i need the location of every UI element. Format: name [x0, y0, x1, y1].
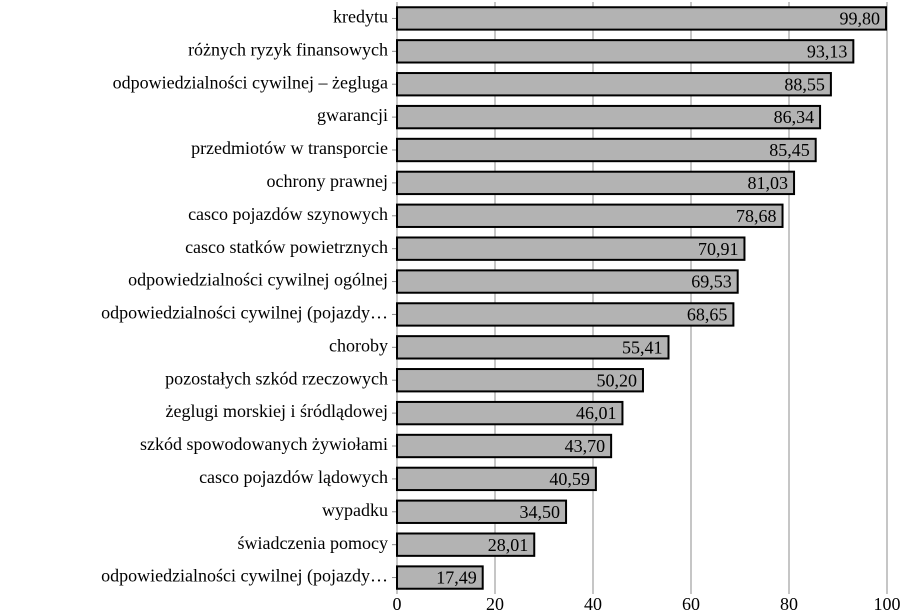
value-label: 93,13	[807, 41, 848, 61]
y-tick-label: różnych ryzyk finansowych	[188, 39, 388, 59]
value-label: 40,59	[549, 469, 590, 489]
value-label: 85,45	[769, 140, 810, 160]
value-label: 88,55	[784, 74, 825, 94]
value-label: 81,03	[748, 173, 789, 193]
y-tick-label: casco statków powietrznych	[185, 237, 388, 257]
bar	[396, 565, 484, 590]
y-tick-label: ochrony prawnej	[267, 171, 388, 191]
bar	[396, 532, 536, 557]
y-tick-label: szkód spowodowanych żywiołami	[140, 434, 388, 454]
x-tick-label: 60	[682, 594, 700, 614]
x-tick-label: 80	[780, 594, 798, 614]
bar	[396, 368, 644, 393]
bar	[396, 466, 597, 492]
x-tick-label: 20	[486, 594, 504, 614]
value-label: 70,91	[698, 239, 739, 259]
y-tick-label: kredytu	[333, 7, 388, 27]
y-tick-label: przedmiotów w transporcie	[191, 138, 388, 158]
bar	[396, 433, 613, 459]
y-tick-label: świadczenia pomocy	[238, 533, 388, 553]
value-label: 43,70	[565, 436, 606, 456]
bar	[396, 104, 822, 130]
y-tick-label: odpowiedzialności cywilnej (pojazdy…	[101, 566, 388, 587]
value-label: 78,68	[736, 206, 777, 226]
bar	[396, 39, 855, 64]
bar	[396, 170, 796, 196]
value-label: 34,50	[520, 502, 561, 522]
value-label: 50,20	[596, 370, 637, 390]
bar	[396, 203, 784, 228]
bar	[396, 269, 739, 294]
y-tick-label: choroby	[329, 335, 388, 355]
bar	[396, 137, 817, 163]
value-label: 99,80	[840, 9, 881, 29]
x-tick-label: 0	[393, 594, 402, 614]
x-tick-label: 100	[874, 594, 901, 614]
bar	[396, 302, 735, 327]
value-label: 69,53	[691, 272, 732, 292]
y-tick-label: wypadku	[322, 500, 388, 520]
bar	[396, 499, 568, 524]
y-tick-label: żeglugi morskiej i śródlądowej	[166, 401, 388, 421]
y-tick-label: odpowiedzialności cywilnej (pojazdy…	[101, 303, 388, 324]
value-label: 17,49	[436, 568, 477, 588]
value-label: 46,01	[576, 403, 617, 423]
bar	[396, 6, 888, 31]
bar	[396, 72, 832, 97]
value-label: 55,41	[622, 337, 663, 357]
y-tick-label: pozostałych szkód rzeczowych	[165, 368, 388, 388]
bar	[396, 400, 624, 426]
value-label: 28,01	[488, 535, 529, 555]
y-tick-label: casco pojazdów szynowych	[188, 204, 388, 224]
bar	[396, 335, 670, 360]
bar	[396, 236, 746, 261]
y-tick-label: odpowiedzialności cywilnej ogólnej	[128, 270, 388, 290]
value-label: 86,34	[774, 107, 815, 127]
x-tick-label: 40	[584, 594, 602, 614]
y-tick-label: odpowiedzialności cywilnej – żegluga	[113, 72, 388, 92]
y-tick-label: casco pojazdów lądowych	[199, 467, 388, 487]
value-label: 68,65	[687, 305, 728, 325]
y-tick-label: gwarancji	[317, 105, 388, 125]
